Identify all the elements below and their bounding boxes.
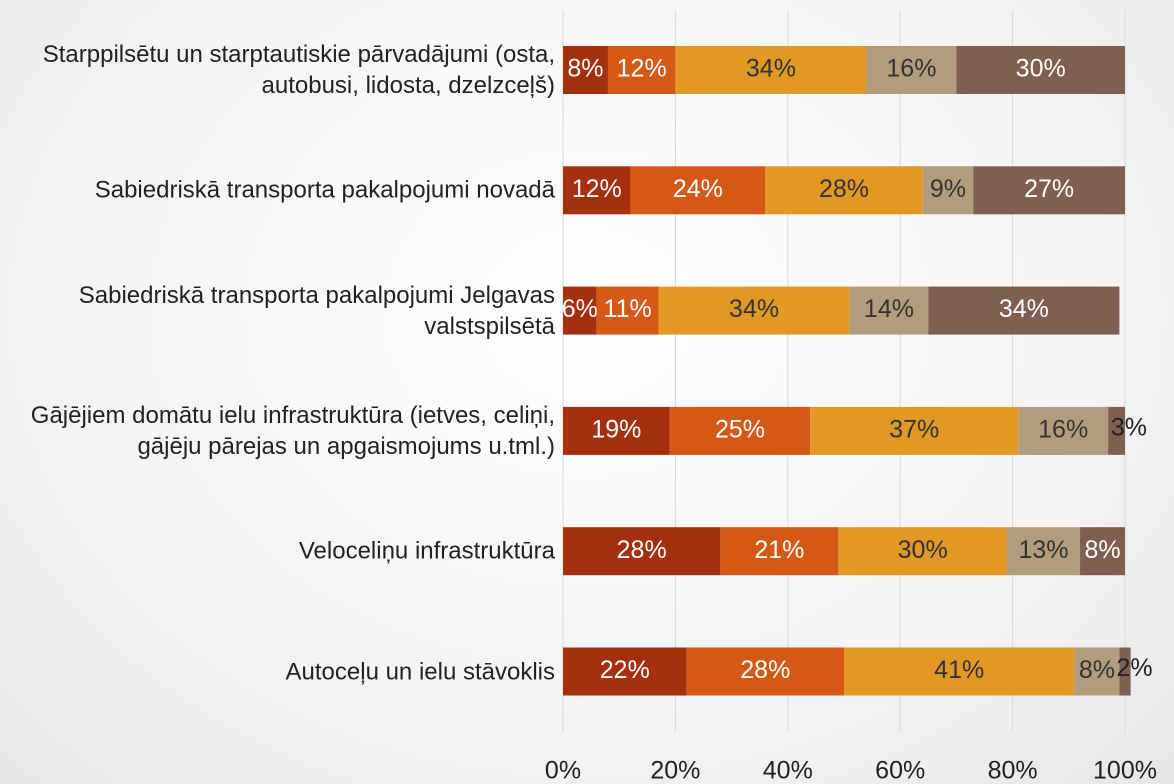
category-label: Sabiedriskā transporta pakalpojumi Jelga… xyxy=(78,281,555,340)
data-label: 12% xyxy=(617,55,667,83)
bar-segment xyxy=(658,286,850,335)
bar-segment xyxy=(844,647,1075,696)
x-tick-label: 80% xyxy=(988,757,1038,784)
data-label: 21% xyxy=(754,536,804,564)
data-label: 28% xyxy=(617,536,667,564)
bar-segment xyxy=(838,527,1007,576)
data-label: 19% xyxy=(591,416,641,444)
category-label: Autoceļu un ielu stāvoklis xyxy=(285,658,555,685)
bar-segment xyxy=(1074,647,1120,696)
bar-segment xyxy=(1006,527,1081,576)
bar-segment xyxy=(607,46,676,94)
data-label: 24% xyxy=(673,175,723,203)
data-label: 11% xyxy=(604,295,652,323)
bar-segment xyxy=(563,647,687,696)
bar-segment xyxy=(720,527,839,576)
bar-segment xyxy=(928,286,1120,335)
data-label: 2% xyxy=(1116,654,1152,682)
bar-segment xyxy=(810,406,1019,455)
data-label: 14% xyxy=(864,295,914,323)
category-label: Veloceliņu infrastruktūra xyxy=(298,537,555,565)
data-label: 28% xyxy=(819,175,869,203)
bar-segment xyxy=(630,166,766,215)
data-label: 34% xyxy=(999,295,1049,323)
data-label: 9% xyxy=(930,175,966,203)
data-label: 27% xyxy=(1024,175,1074,203)
data-label: 12% xyxy=(572,175,622,203)
data-label: 3% xyxy=(1111,414,1147,442)
bar-segment xyxy=(563,46,608,94)
data-label: 8% xyxy=(1079,656,1115,684)
bar-segment xyxy=(596,286,659,335)
bar-segment xyxy=(973,166,1125,215)
data-label: 16% xyxy=(886,55,936,83)
bar-segment xyxy=(675,46,867,94)
data-label: 25% xyxy=(715,416,765,444)
data-label: 30% xyxy=(898,536,948,564)
data-label: 6% xyxy=(562,295,598,323)
x-tick-label: 40% xyxy=(763,757,813,784)
bar-segment xyxy=(563,527,721,576)
data-label: 16% xyxy=(1038,416,1088,444)
data-label: 13% xyxy=(1018,536,1068,564)
bar-segment xyxy=(1080,527,1125,576)
bar-segment xyxy=(866,46,957,94)
bar-segment xyxy=(1119,647,1131,696)
data-label: 41% xyxy=(934,656,984,684)
bar-segment xyxy=(1108,406,1125,455)
x-tick-label: 60% xyxy=(875,757,925,784)
bar-segment xyxy=(922,166,974,215)
data-label: 34% xyxy=(729,295,779,323)
data-label: 34% xyxy=(746,55,796,83)
x-tick-label: 0% xyxy=(545,757,581,784)
bar-segment xyxy=(1018,406,1109,455)
data-label: 8% xyxy=(1084,536,1120,564)
bar-segment xyxy=(765,166,923,215)
data-label: 37% xyxy=(889,416,939,444)
x-tick-label: 20% xyxy=(650,757,700,784)
category-label: Sabiedriskā transporta pakalpojumi novad… xyxy=(94,176,555,204)
bar-segment xyxy=(563,406,670,455)
data-label: 30% xyxy=(1016,55,1066,83)
data-label: 8% xyxy=(567,55,603,83)
data-label: 22% xyxy=(600,656,650,684)
category-label: Starppilsētu un starptautiskie pārvadāju… xyxy=(42,41,555,99)
data-label: 28% xyxy=(740,656,790,684)
bar-segment xyxy=(669,406,811,455)
bar-segment xyxy=(563,166,631,215)
x-tick-label: 100% xyxy=(1093,757,1157,784)
bar-segment xyxy=(563,286,597,335)
bar-segment xyxy=(956,46,1125,94)
category-label: Gājējiem domātu ielu infrastruktūra (iet… xyxy=(30,401,555,460)
bar-segment xyxy=(686,647,844,696)
bar-segment xyxy=(849,286,929,335)
